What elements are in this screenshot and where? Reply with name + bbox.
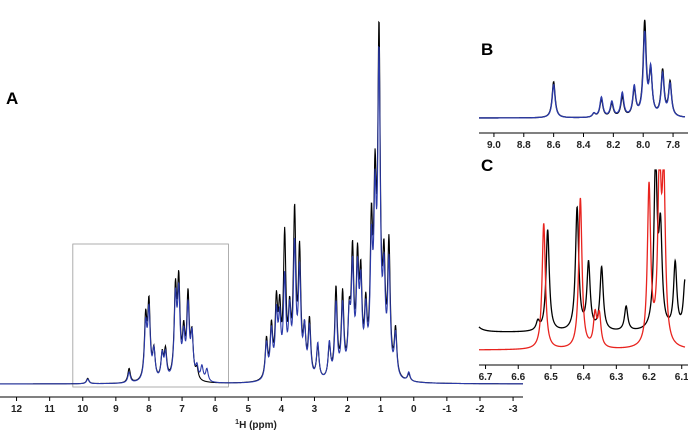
a-tick-label: 6	[212, 404, 218, 415]
a-tick-label: 9	[113, 404, 119, 415]
panel-c-chart: C 6.7 6.6 6.5 6.4 6.3 6.2 6.1	[478, 156, 688, 383]
a-series-0-line	[0, 20, 523, 385]
a-tick-label: -1	[442, 404, 451, 415]
b-tick-label: 8.0	[636, 140, 650, 151]
b-tick-label: 8.2	[606, 140, 620, 151]
panel-a-x-axis-title: 1H (ppm)	[235, 419, 277, 431]
a-tick-label: 3	[312, 404, 318, 415]
a-tick-label: 1	[378, 404, 384, 415]
a-tick-label: 5	[245, 404, 251, 415]
panel-a-chart: A 12 11 10 9 8 7 6 5 4 3 2 1 0 -1 -2 -3 1H (ppm)	[0, 20, 523, 431]
a-tick-label: -2	[476, 404, 485, 415]
b-tick-label: 9.0	[487, 140, 501, 151]
a-tick-label: 10	[77, 404, 89, 415]
b-tick-label: 8.6	[547, 140, 561, 151]
c-tick-label: 6.4	[577, 372, 591, 383]
b-series-1-line	[479, 30, 686, 119]
c-tick-label: 6.7	[479, 372, 493, 383]
c-tick-label: 6.6	[511, 372, 525, 383]
c-tick-label: 6.2	[642, 372, 656, 383]
panel-b-letter: B	[481, 40, 493, 59]
b-tick-label: 8.8	[517, 140, 531, 151]
panel-c-letter: C	[481, 156, 493, 175]
c-tick-label: 6.1	[675, 372, 688, 383]
b-tick-label: 8.4	[577, 140, 591, 151]
a-tick-label: 2	[345, 404, 351, 415]
a-tick-label: 0	[411, 404, 417, 415]
panel-b-chart: B 9.0 8.8 8.6 8.4 8.2 8.0 7.8	[479, 19, 688, 151]
a-series-1-line	[0, 45, 523, 385]
c-tick-label: 6.3	[609, 372, 623, 383]
panel-a-letter: A	[6, 89, 18, 108]
a-tick-label: 7	[179, 404, 185, 415]
a-tick-label: 12	[11, 404, 23, 415]
zoom-region-box	[72, 243, 229, 388]
a-tick-label: 8	[146, 404, 152, 415]
c-series-0-line	[478, 169, 686, 333]
a-tick-label: 11	[44, 404, 55, 415]
c-series-1-line	[479, 169, 686, 351]
c-tick-label: 6.5	[544, 372, 558, 383]
a-tick-label: 4	[279, 404, 285, 415]
b-tick-label: 7.8	[666, 140, 680, 151]
a-tick-label: -3	[509, 404, 518, 415]
